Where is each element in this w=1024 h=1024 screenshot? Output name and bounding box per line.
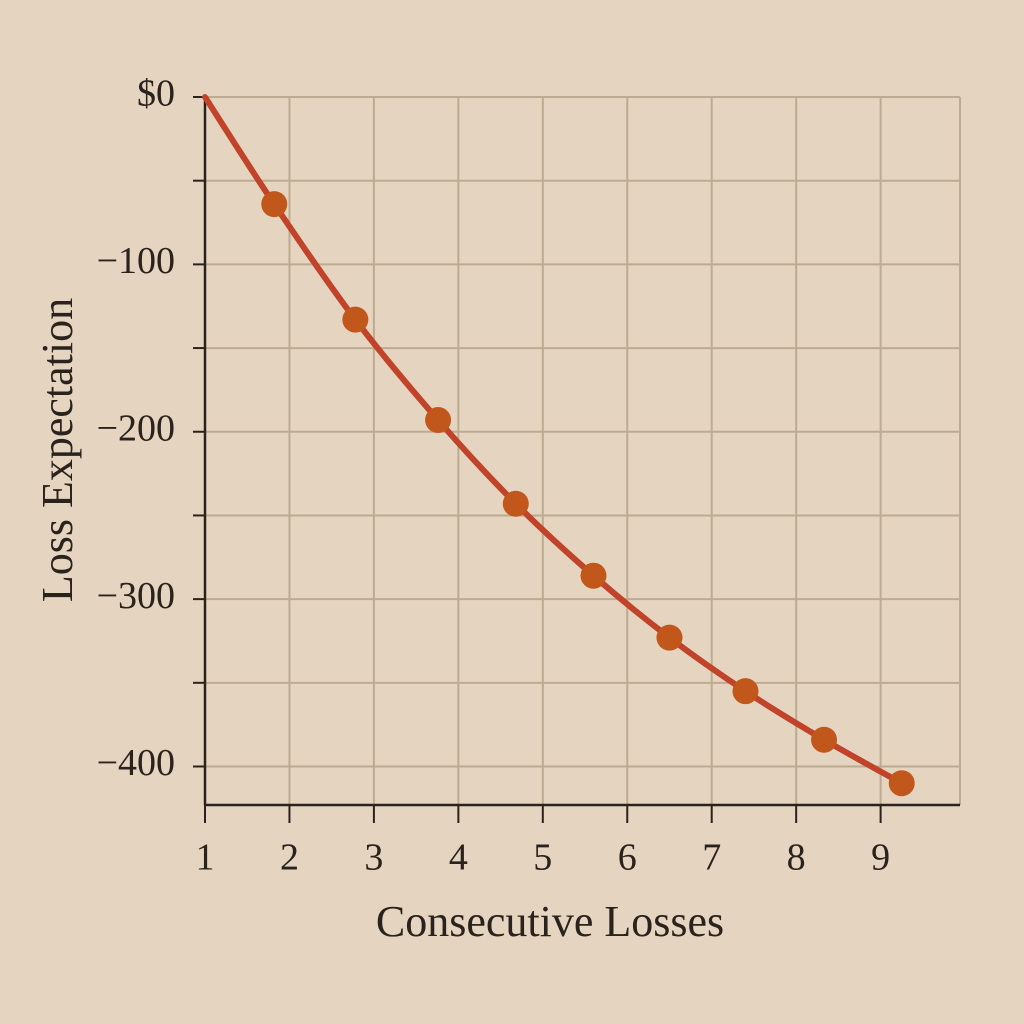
y-tick-label: −200	[97, 407, 175, 449]
y-tick-label: $0	[137, 73, 175, 115]
marker	[425, 407, 452, 434]
y-tick-label: −100	[97, 240, 175, 282]
marker	[502, 490, 529, 517]
marker	[656, 624, 683, 651]
marker	[732, 678, 759, 705]
x-tick-label: 1	[196, 837, 215, 879]
x-tick-label: 5	[533, 837, 552, 879]
marker	[811, 726, 838, 753]
x-axis-label: Consecutive Losses	[376, 897, 724, 946]
marker	[342, 306, 369, 333]
x-tick-label: 9	[871, 837, 890, 879]
x-tick-label: 8	[787, 837, 806, 879]
x-tick-label: 7	[702, 837, 721, 879]
line	[202, 94, 905, 787]
marker	[580, 562, 607, 589]
x-tick-label: 6	[618, 837, 637, 879]
y-tick-label: −400	[97, 742, 175, 784]
x-tick-label: 2	[280, 837, 299, 879]
y-tick-label: −300	[97, 575, 175, 617]
marker	[888, 770, 915, 797]
x-tick-label: 3	[364, 837, 383, 879]
y-axis-label: Loss Expectation	[33, 298, 82, 602]
marker	[261, 191, 288, 218]
x-tick-label: 4	[449, 837, 468, 879]
